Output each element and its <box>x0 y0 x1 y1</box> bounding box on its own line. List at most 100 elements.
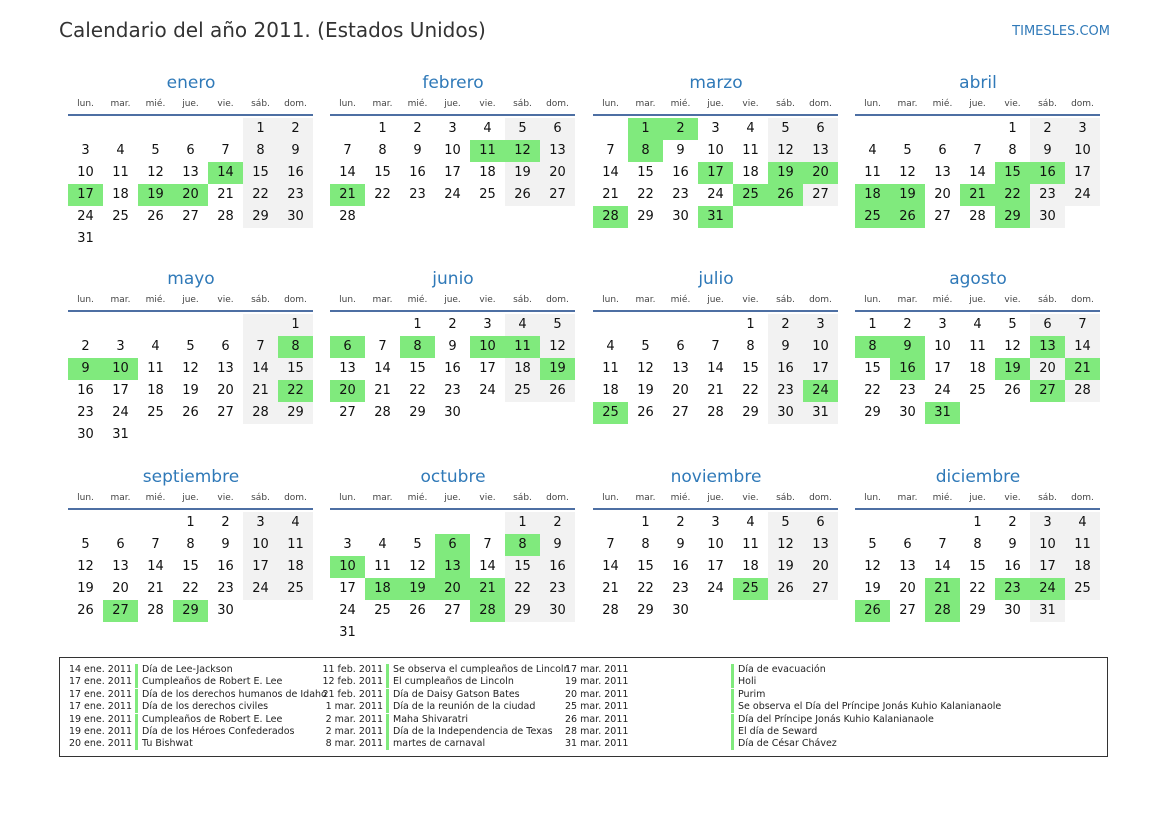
site-link[interactable]: TIMESLES.COM <box>1012 24 1110 39</box>
weekday-header: lun. mar. mié. jue. vie. sáb. dom. <box>593 94 839 114</box>
day-cell: 29 <box>969 603 986 618</box>
day-cell: 20 <box>1030 358 1065 380</box>
day-cell: 27 <box>803 184 838 206</box>
day-cell: 16 <box>444 361 461 376</box>
day-cell: 8 <box>278 336 313 358</box>
legend-row: 21 feb. 2011 Día de Daisy Gatson Bates <box>313 688 570 701</box>
empty-cell <box>365 206 400 228</box>
weekday-label: mié. <box>932 295 953 305</box>
legend-date: 1 mar. 2011 <box>325 701 383 713</box>
day-cell: 2 <box>663 118 698 140</box>
day-cell: 6 <box>116 537 125 552</box>
day-cell: 25 <box>855 206 890 228</box>
day-cell: 3 <box>1030 512 1065 534</box>
day-cell: 28 <box>470 600 505 622</box>
day-cell: 3 <box>711 121 720 136</box>
day-cell: 16 <box>1030 162 1065 184</box>
empty-cell <box>470 622 505 644</box>
week-row: 25 26 27 28 29 30 31 <box>593 402 839 424</box>
month-agosto: agosto lun. mar. mié. jue. vie. sáb. dom. 1 2 3 4 5 6… <box>855 269 1101 424</box>
day-cell: 14 <box>934 559 951 574</box>
day-cell: 21 <box>602 187 619 202</box>
day-cell: 13 <box>435 556 470 578</box>
day-cell: 28 <box>707 405 724 420</box>
legend-color-marker <box>386 738 389 751</box>
week-row: 11 12 13 14 15 16 17 <box>855 162 1101 184</box>
day-cell: 19 <box>77 581 94 596</box>
day-cell: 26 <box>768 184 803 206</box>
legend-color-marker <box>731 676 734 689</box>
day-cell: 25 <box>112 209 129 224</box>
legend-row: 31 mar. 2011 Día de César Chávez <box>565 738 1001 751</box>
day-cell: 10 <box>1065 140 1100 162</box>
day-cell: 10 <box>1030 534 1065 556</box>
month-name: abril <box>959 73 997 93</box>
empty-cell <box>768 600 803 622</box>
day-cell: 19 <box>182 383 199 398</box>
day-cell: 30 <box>540 600 575 622</box>
legend-column: 17 mar. 2011 Día de evacuación 19 mar. 201… <box>565 664 1001 751</box>
day-cell: 5 <box>413 537 422 552</box>
empty-cell <box>435 622 470 644</box>
empty-cell <box>103 118 138 140</box>
day-cell: 23 <box>995 578 1030 600</box>
day-cell: 23 <box>278 184 313 206</box>
day-cell: 15 <box>278 358 313 380</box>
legend-color-marker <box>731 701 734 714</box>
weekday-label: jue. <box>444 295 461 305</box>
day-cell: 16 <box>672 559 689 574</box>
day-cell: 18 <box>147 383 164 398</box>
month-name: julio <box>698 269 734 289</box>
weekday-header: lun. mar. mié. jue. vie. sáb. dom. <box>855 488 1101 508</box>
empty-cell <box>208 118 243 140</box>
day-cell: 25 <box>505 380 540 402</box>
day-cell: 17 <box>1065 162 1100 184</box>
day-cell: 17 <box>68 184 103 206</box>
legend-holiday-name: Cumpleaños de Robert E. Lee <box>142 713 283 725</box>
header-rule <box>68 310 313 312</box>
day-cell: 12 <box>637 361 654 376</box>
day-cell: 15 <box>409 361 426 376</box>
empty-cell <box>698 314 733 336</box>
day-cell: 15 <box>505 556 540 578</box>
empty-cell <box>330 118 365 140</box>
weekday-header: lun. mar. mié. jue. vie. sáb. dom. <box>68 488 314 508</box>
day-cell: 30 <box>1030 206 1065 228</box>
empty-cell <box>1030 402 1065 424</box>
empty-cell <box>68 118 103 140</box>
day-cell: 16 <box>77 383 94 398</box>
empty-cell <box>768 206 803 228</box>
weekday-label: vie. <box>742 295 759 305</box>
legend-date: 17 mar. 2011 <box>565 664 629 675</box>
day-cell: 28 <box>243 402 278 424</box>
day-cell: 3 <box>483 317 492 332</box>
week-row: 21 22 23 24 25 26 27 <box>593 184 839 206</box>
day-cell: 9 <box>676 143 685 158</box>
week-row: 5 6 7 8 9 10 11 <box>68 534 314 556</box>
month-diciembre: diciembre lun. mar. mié. jue. vie. sáb. dom. 1 2 3… <box>855 467 1101 622</box>
day-cell: 12 <box>864 559 881 574</box>
weekday-label: lun. <box>864 99 881 109</box>
weekday-label: mar. <box>897 295 918 305</box>
day-cell: 6 <box>540 118 575 140</box>
legend-date: 2 mar. 2011 <box>325 713 383 725</box>
day-cell: 24 <box>707 581 724 596</box>
day-cell: 27 <box>182 209 199 224</box>
empty-cell <box>505 402 540 424</box>
day-cell: 16 <box>409 165 426 180</box>
empty-cell <box>435 206 470 228</box>
weekday-label: mar. <box>635 99 656 109</box>
month-abril: abril lun. mar. mié. jue. vie. sáb. dom. 1 2 3 4 5 6 7… <box>855 73 1101 228</box>
weekday-label: lun. <box>77 493 94 503</box>
day-cell: 18 <box>479 165 496 180</box>
empty-cell <box>278 424 313 446</box>
day-cell: 10 <box>470 336 505 358</box>
legend-holiday-name: El día de Seward <box>738 725 818 737</box>
weekday-label: dom. <box>284 99 307 109</box>
day-cell: 10 <box>444 143 461 158</box>
week-row: 29 30 31 <box>855 402 1101 424</box>
day-cell: 29 <box>864 405 881 420</box>
day-cell: 23 <box>217 581 234 596</box>
